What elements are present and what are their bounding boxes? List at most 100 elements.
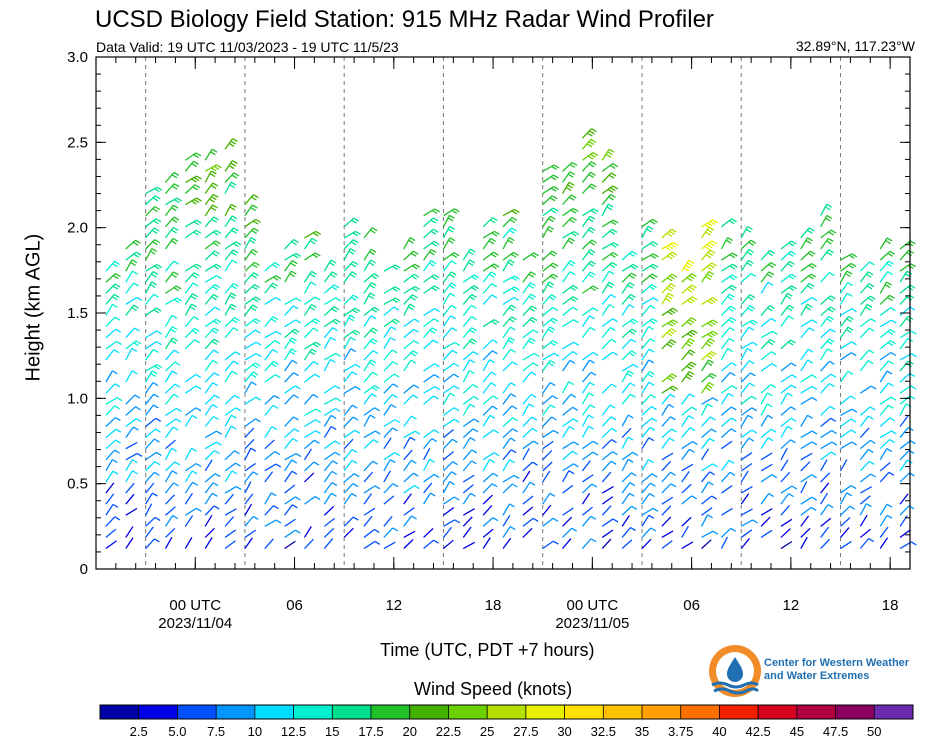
wind-barb	[601, 251, 619, 261]
wind-barb	[224, 138, 238, 150]
wind-barb	[125, 526, 134, 538]
wind-barb	[105, 449, 120, 461]
wind-barb	[264, 426, 278, 438]
wind-barb	[701, 372, 717, 383]
wind-barb	[562, 351, 578, 361]
wind-barb	[522, 416, 538, 427]
wind-barb	[224, 203, 237, 217]
wind-barb	[740, 452, 753, 461]
wind-barb	[502, 348, 516, 361]
wind-barb	[383, 459, 396, 472]
wind-barb	[879, 503, 893, 516]
wind-barb	[502, 316, 517, 328]
wind-barb	[502, 304, 517, 316]
wind-barb	[562, 341, 580, 350]
wind-barb	[601, 416, 617, 427]
wind-barb	[145, 381, 159, 394]
wind-barb	[522, 371, 537, 383]
wind-barb	[581, 538, 597, 549]
wind-barb	[204, 306, 221, 317]
wind-barb	[204, 193, 219, 206]
wind-barb	[224, 181, 237, 194]
colorbar-swatch	[216, 705, 256, 719]
wind-barb	[879, 439, 895, 450]
wind-barb	[621, 338, 637, 350]
wind-barb	[701, 249, 716, 261]
wind-barb	[502, 286, 520, 294]
wind-barb	[840, 484, 857, 494]
wind-barb	[423, 539, 439, 550]
wind-barb	[502, 361, 518, 372]
wind-barb	[681, 349, 696, 361]
wind-barb	[204, 482, 219, 494]
wind-barb	[720, 293, 735, 305]
wind-barb	[184, 492, 193, 505]
wind-barb	[840, 540, 852, 550]
wind-barb	[264, 360, 279, 372]
wind-barb	[542, 164, 560, 172]
wind-barb	[244, 218, 261, 228]
wind-barb	[482, 452, 500, 461]
wind-barb	[244, 272, 260, 283]
wind-barb	[701, 297, 718, 306]
wind-barb	[224, 160, 238, 172]
wind-barb	[304, 472, 315, 483]
colorbar-label: 10	[248, 724, 262, 739]
wind-barb	[343, 527, 354, 538]
wind-barb	[482, 528, 494, 538]
wind-barb	[701, 428, 717, 439]
wind-barb	[264, 315, 279, 328]
wind-barb	[522, 305, 538, 317]
wind-barb	[403, 328, 419, 339]
wind-barb	[164, 536, 173, 549]
wind-barb	[542, 540, 559, 550]
wind-barb	[164, 349, 180, 361]
wind-barb	[859, 415, 874, 427]
wind-barb	[621, 328, 638, 339]
wind-barb	[582, 351, 599, 361]
wind-barb	[403, 493, 412, 505]
wind-barb	[780, 304, 795, 316]
wind-barb	[641, 459, 654, 472]
wind-barb	[244, 418, 261, 428]
wind-barb	[522, 403, 535, 416]
wind-barb	[581, 239, 598, 250]
wind-barb	[105, 439, 122, 450]
wind-barb	[562, 319, 579, 328]
wind-barb	[681, 415, 695, 427]
wind-barb	[125, 282, 140, 294]
wind-barb	[522, 461, 538, 472]
wind-barb	[423, 248, 437, 261]
wind-barb	[105, 417, 121, 427]
wind-barb	[601, 338, 617, 350]
colorbar-label: 45	[790, 724, 804, 739]
wind-barb	[145, 263, 163, 272]
wind-barb	[740, 429, 758, 439]
wind-barb	[244, 396, 262, 405]
y-tick-label: 1.0	[67, 390, 88, 407]
wind-barb	[899, 403, 912, 416]
colorbar-swatch	[758, 705, 798, 719]
wind-barb	[800, 385, 818, 394]
wind-barb	[105, 459, 118, 472]
wind-barb	[323, 505, 335, 516]
wind-barb	[840, 395, 856, 405]
wind-barb	[581, 128, 597, 139]
wind-barb	[164, 337, 178, 350]
wind-barb	[383, 361, 399, 372]
wind-barb	[204, 459, 213, 472]
wind-barb	[264, 505, 279, 516]
wind-barb	[284, 529, 301, 538]
wind-barb	[403, 286, 421, 294]
wind-barb	[343, 239, 359, 250]
wind-barb	[800, 430, 818, 439]
wind-barb	[562, 484, 574, 494]
y-axis: 0 0.5 1.0 1.5 2.0 2.5 3.0	[67, 49, 910, 578]
wind-barb	[502, 417, 519, 427]
wind-barb	[304, 430, 321, 439]
wind-barb	[601, 351, 619, 361]
wind-barb	[601, 496, 614, 505]
wind-barb	[264, 262, 280, 272]
wind-barb	[522, 352, 540, 361]
